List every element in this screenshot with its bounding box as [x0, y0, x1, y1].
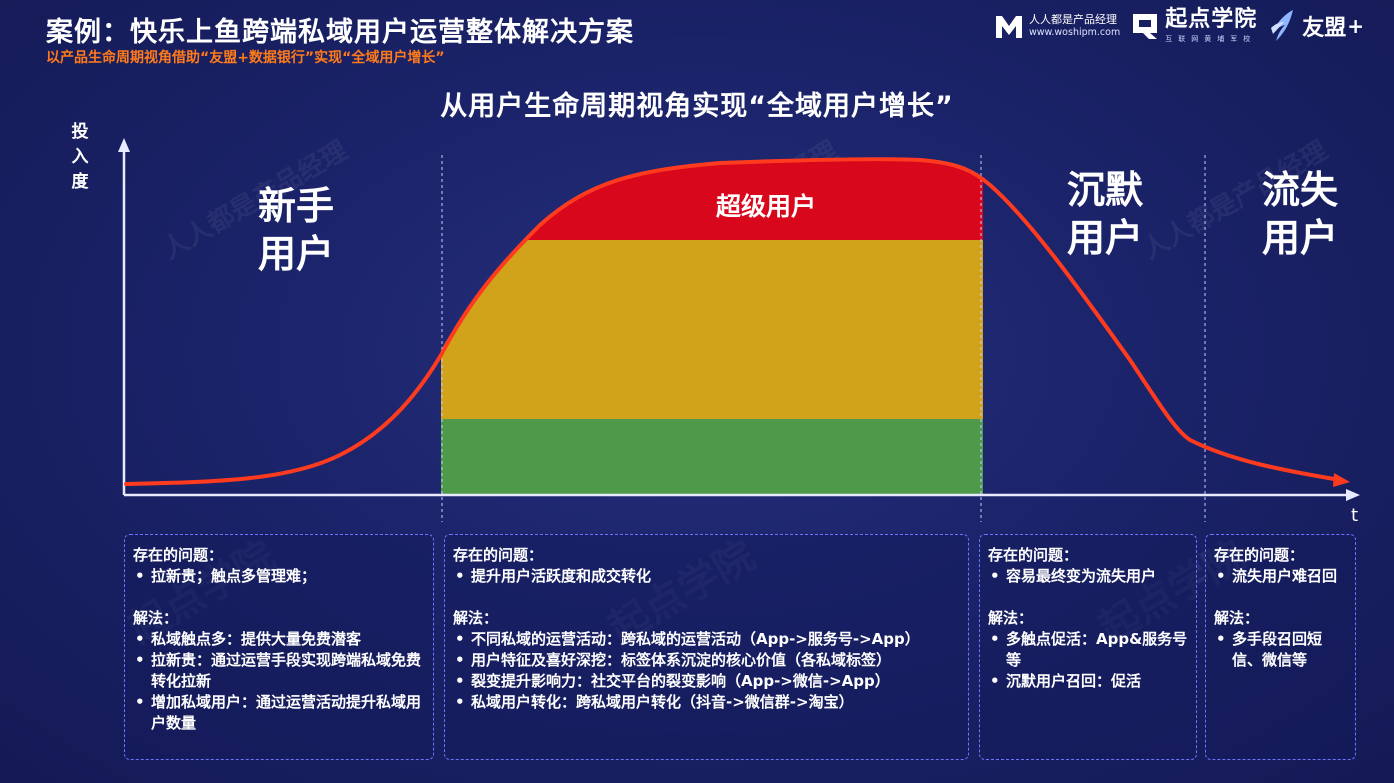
list-item: 流失用户难召回 [1214, 566, 1347, 587]
problem-list: 容易最终变为流失用户 [988, 566, 1188, 587]
x-axis-label: t [1351, 505, 1359, 526]
umeng-bird-icon [1271, 10, 1294, 41]
umeng-plus: + [1347, 14, 1364, 38]
qidian-name: 起点学院 [1165, 7, 1258, 32]
solution-heading: 解法： [133, 609, 179, 627]
lifecycle-curve [124, 157, 1342, 486]
qidian-q-icon [1133, 14, 1158, 39]
qidian-tagline: 互联网黄埔军校 [1165, 35, 1257, 43]
stage-super-user: 超级用户 [715, 192, 816, 221]
x-axis-arrow-icon [1346, 489, 1360, 501]
page-title: 案例：快乐上鱼跨端私域用户运营整体解决方案 [46, 17, 634, 48]
umeng-logo: 友盟 + [1267, 8, 1364, 44]
curve-arrow-icon [1333, 473, 1350, 487]
problem-heading: 存在的问题： [453, 546, 544, 564]
solution-list: 不同私域的运营活动：跨私域的运营活动（App->服务号->App） 用户特征及喜… [453, 629, 960, 713]
solution-list: 多手段召回短信、微信等 [1214, 629, 1347, 671]
stage-silent-user: 沉默 用户 [1066, 168, 1143, 260]
list-item: 拉新贵；触点多管理难； [133, 566, 425, 587]
list-item: 私域用户转化：跨私域用户转化（抖音->微信群->淘宝） [453, 692, 960, 713]
list-item: 提升用户活跃度和成交转化 [453, 566, 960, 587]
page-subtitle: 以产品生命周期视角借助“友盟+数据银行”实现“全域用户增长” [46, 50, 445, 66]
list-item: 多触点促活：App&服务号等 [988, 629, 1188, 671]
info-box-silent-user: 存在的问题： 容易最终变为流失用户 解法： 多触点促活：App&服务号等 沉默用… [979, 534, 1197, 760]
stage-new-user: 新手 用户 [257, 184, 334, 276]
solution-heading: 解法： [988, 609, 1034, 627]
list-item: 裂变提升影响力：社交平台的裂变影响（App->微信->App） [453, 671, 960, 692]
list-item: 私域触点多：提供大量免费潜客 [133, 629, 425, 650]
info-box-super-user: 存在的问题： 提升用户活跃度和成交转化 解法： 不同私域的运营活动：跨私域的运营… [444, 534, 969, 760]
woshipm-name: 人人都是产品经理 [1028, 13, 1117, 26]
umeng-name: 友盟 [1302, 16, 1347, 41]
solution-list: 多触点促活：App&服务号等 沉默用户召回：促活 [988, 629, 1188, 692]
info-box-lost-user: 存在的问题： 流失用户难召回 解法： 多手段召回短信、微信等 [1205, 534, 1356, 760]
logo-bar: 人人都是产品经理 www.woshipm.com 起点学院 互联网黄埔军校 友盟… [994, 6, 1364, 46]
list-item: 多手段召回短信、微信等 [1214, 629, 1347, 671]
woshipm-url: www.woshipm.com [1028, 27, 1121, 38]
solution-list: 私域触点多：提供大量免费潜客 拉新贵：通过运营手段实现跨端私域免费转化拉新 增加… [133, 629, 425, 734]
problem-list: 流失用户难召回 [1214, 566, 1347, 587]
y-axis-label: 投入度 [71, 122, 89, 192]
stage-lost-user: 流失 用户 [1261, 168, 1338, 260]
problem-list: 拉新贵；触点多管理难； [133, 566, 425, 587]
list-item: 用户特征及喜好深挖：标签体系沉淀的核心价值（各私域标签） [453, 650, 960, 671]
problem-heading: 存在的问题： [988, 546, 1079, 564]
list-item: 拉新贵：通过运营手段实现跨端私域免费转化拉新 [133, 650, 425, 692]
list-item: 不同私域的运营活动：跨私域的运营活动（App->服务号->App） [453, 629, 960, 650]
y-axis-arrow-icon [118, 138, 130, 152]
list-item: 增加私域用户：通过运营活动提升私域用户数量 [133, 692, 425, 734]
list-item: 沉默用户召回：促活 [988, 671, 1188, 692]
solution-heading: 解法： [453, 609, 499, 627]
problem-heading: 存在的问题： [1214, 546, 1305, 564]
diagram-title: 从用户生命周期视角实现“全域用户增长” [440, 91, 954, 122]
problem-heading: 存在的问题： [133, 546, 224, 564]
woshipm-m-icon [995, 16, 1022, 38]
band-yellow [441, 240, 983, 420]
problem-list: 提升用户活跃度和成交转化 [453, 566, 960, 587]
band-green [441, 419, 983, 495]
list-item: 容易最终变为流失用户 [988, 566, 1188, 587]
woshipm-logo: 人人都是产品经理 www.woshipm.com [994, 12, 1120, 40]
info-box-new-user: 存在的问题： 拉新贵；触点多管理难； 解法： 私域触点多：提供大量免费潜客 拉新… [124, 534, 434, 760]
qidian-logo: 起点学院 互联网黄埔军校 [1130, 7, 1257, 45]
solution-heading: 解法： [1214, 609, 1260, 627]
